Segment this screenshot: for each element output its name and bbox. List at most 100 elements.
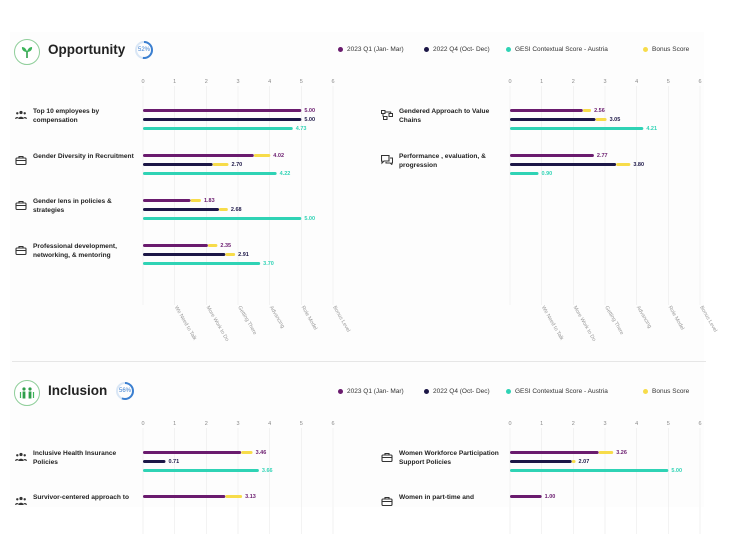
data-label: 2.91 (238, 252, 249, 258)
tick-label: 2 (205, 79, 208, 85)
bar (510, 163, 617, 166)
briefcase-icon (381, 449, 393, 463)
chat-icon (380, 152, 393, 166)
axis-level-label: More Work to Do (572, 305, 597, 343)
tick-label: 3 (603, 79, 606, 85)
data-label: 2.56 (594, 108, 605, 114)
bar (510, 172, 539, 175)
legend-dot-icon (506, 388, 511, 394)
data-label: 2.07 (579, 459, 590, 465)
bonus-bar (207, 244, 218, 247)
bar (143, 109, 302, 112)
opportunity-logo-icon (14, 39, 40, 65)
axis-level-label: Role Model (667, 305, 686, 331)
bar (143, 118, 302, 121)
tick-label: 3 (603, 421, 606, 427)
tick-label: 6 (331, 421, 334, 427)
bar (143, 154, 254, 157)
bar (143, 208, 219, 211)
tick-label: 1 (173, 79, 176, 85)
bar (510, 460, 572, 463)
legend-dot-icon (338, 46, 343, 52)
bar (510, 118, 596, 121)
briefcase-icon (381, 493, 393, 507)
bar (510, 127, 644, 130)
legend-item: GESI Contextual Score - Austria (506, 388, 608, 395)
data-label: 4.21 (646, 126, 657, 132)
legend-item: 2023 Q1 (Jan- Mar) (338, 388, 404, 395)
briefcase-icon (15, 197, 27, 211)
bar (143, 451, 242, 454)
bonus-bar (253, 154, 271, 157)
bonus-bar (225, 253, 236, 256)
legend-dot-icon (338, 388, 343, 394)
data-label: 3.26 (616, 450, 627, 456)
data-label: 5.00 (304, 216, 315, 222)
section-divider (12, 361, 706, 362)
legend-item: 2023 Q1 (Jan- Mar) (338, 46, 404, 53)
tick-label: 1 (173, 421, 176, 427)
data-label: 3.66 (262, 468, 273, 474)
legend-dot-icon (424, 46, 429, 52)
bonus-bar (212, 163, 229, 166)
data-label: 2.77 (597, 153, 608, 159)
bar (143, 244, 208, 247)
legend-item: 2022 Q4 (Oct- Dec) (424, 388, 490, 395)
bar (143, 217, 302, 220)
tick-label: 3 (236, 421, 239, 427)
progress-label: 52% (137, 47, 150, 53)
bar (143, 163, 213, 166)
tick-label: 6 (698, 79, 701, 85)
people-icon (15, 493, 27, 505)
axis-level-label: More Work to Do (205, 305, 230, 343)
tick-label: 5 (667, 79, 670, 85)
data-label: 0.71 (168, 459, 179, 465)
axis-level-label: Bonus Level (331, 305, 351, 333)
bar (143, 199, 191, 202)
data-label: 3.70 (263, 261, 274, 267)
tick-label: 4 (268, 421, 271, 427)
data-label: 3.46 (256, 450, 267, 456)
category-label: Top 10 employees by compensation (33, 108, 100, 124)
legend-dot-icon (506, 46, 511, 52)
category-label: Gender Diversity in Recruitment (33, 153, 134, 160)
data-label: 3.05 (610, 117, 621, 123)
bar (510, 451, 599, 454)
legend-dot-icon (643, 388, 648, 394)
legend-item: Bonus Score (643, 388, 689, 395)
bonus-bar (598, 451, 614, 454)
inclusion-logo-icon (14, 380, 40, 406)
progress-ring: 52% (134, 40, 154, 60)
category-label: Professional development, networking, & … (33, 243, 117, 259)
bar (143, 469, 259, 472)
tick-label: 1 (540, 79, 543, 85)
bonus-bar (582, 109, 592, 112)
data-label: 2.68 (231, 207, 242, 213)
bar (510, 109, 583, 112)
tick-label: 5 (300, 79, 303, 85)
data-label: 4.73 (296, 126, 307, 132)
data-label: 2.70 (232, 162, 243, 168)
data-label: 5.00 (304, 117, 315, 123)
bar (143, 172, 277, 175)
briefcase-icon (15, 242, 27, 256)
category-label: Survivor-centered approach to (33, 494, 129, 501)
tick-label: 0 (508, 421, 511, 427)
legend-item: 2022 Q4 (Oct- Dec) (424, 46, 490, 53)
legend-dot-icon (424, 388, 429, 394)
data-label: 2.35 (220, 243, 231, 249)
axis-level-label: Advancing (268, 305, 286, 329)
data-label: 4.22 (280, 171, 291, 177)
progress-label: 56% (118, 388, 131, 394)
bar (143, 495, 226, 498)
bar (510, 469, 669, 472)
bar (510, 154, 594, 157)
axis-level-label: Getting There (603, 305, 624, 336)
tick-label: 0 (508, 79, 511, 85)
bonus-bar (241, 451, 253, 454)
data-label: 4.02 (273, 153, 284, 159)
category-label: Women in part-time and (399, 494, 474, 501)
data-label: 1.83 (204, 198, 215, 204)
category-label: Gendered Approach to Value Chains (399, 108, 490, 124)
axis-level-label: We Need to Talk (173, 305, 198, 342)
